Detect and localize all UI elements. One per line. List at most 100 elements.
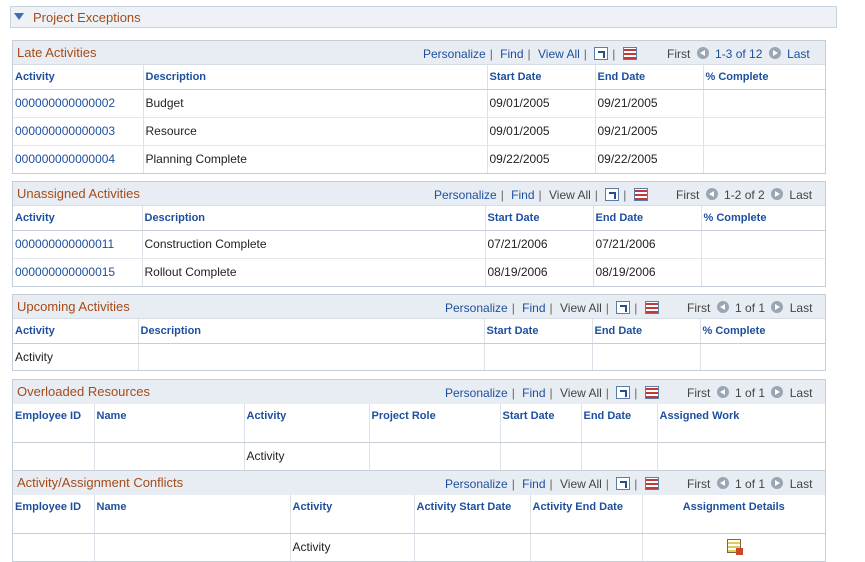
column-header[interactable]: End Date [592, 319, 701, 344]
column-header[interactable]: End Date [595, 65, 704, 90]
last-link[interactable]: Last [789, 188, 813, 202]
last-link[interactable]: Last [789, 301, 813, 315]
column-header[interactable]: % Complete [700, 319, 825, 344]
column-header[interactable]: Assigned Work [657, 404, 825, 443]
project-exceptions-header[interactable]: Project Exceptions [10, 6, 837, 28]
activity-link[interactable]: 000000000000004 [13, 145, 144, 173]
download-spreadsheet-icon[interactable] [644, 301, 659, 314]
previous-arrow-icon[interactable] [705, 188, 718, 200]
column-header[interactable]: Description [138, 319, 485, 344]
table-row: Activity [13, 442, 825, 470]
column-header[interactable]: Description [142, 206, 486, 231]
column-header[interactable]: Name [94, 404, 245, 443]
new-window-icon[interactable] [616, 477, 631, 490]
previous-arrow-icon[interactable] [716, 386, 729, 398]
column-header[interactable]: Activity [13, 206, 143, 231]
column-header[interactable]: Employee ID [13, 495, 95, 534]
column-header[interactable]: Name [94, 495, 291, 534]
end-date-cell [592, 343, 701, 370]
column-header[interactable]: Activity End Date [530, 495, 643, 534]
next-arrow-icon[interactable] [768, 47, 781, 59]
column-header[interactable]: Activity Start Date [414, 495, 531, 534]
column-header[interactable]: Start Date [487, 65, 596, 90]
activity-end-date-cell [530, 533, 643, 561]
find-link[interactable]: Find [511, 188, 535, 202]
table-row: 000000000000004 Planning Complete 09/22/… [13, 145, 825, 173]
column-header[interactable]: Assignment Details [642, 495, 825, 534]
find-link[interactable]: Find [522, 301, 546, 315]
personalize-link[interactable]: Personalize [445, 301, 508, 315]
personalize-link[interactable]: Personalize [445, 386, 508, 400]
previous-arrow-icon[interactable] [716, 477, 729, 489]
new-window-icon[interactable] [605, 188, 620, 201]
new-window-icon[interactable] [616, 386, 631, 399]
table-row: 000000000000003 Resource 09/01/2005 09/2… [13, 117, 825, 146]
end-date-cell: 09/21/2005 [595, 89, 704, 118]
grid-pager: First 1 of 1 Last [687, 477, 812, 493]
first-link[interactable]: First [667, 47, 691, 61]
end-date-cell: 09/22/2005 [595, 145, 704, 173]
previous-arrow-icon[interactable] [716, 301, 729, 313]
activity-cell: Activity [244, 442, 370, 470]
start-date-cell: 09/01/2005 [487, 89, 596, 118]
last-link[interactable]: Last [787, 47, 810, 61]
personalize-link[interactable]: Personalize [434, 188, 497, 202]
first-link[interactable]: First [676, 188, 700, 202]
view-all-link[interactable]: View All [559, 386, 602, 400]
download-spreadsheet-icon[interactable] [633, 188, 648, 201]
start-date-cell: 08/19/2006 [485, 258, 594, 286]
personalize-link[interactable]: Personalize [445, 477, 508, 491]
grid-toolbar: Personalize | Find | View All | | [445, 386, 659, 402]
download-spreadsheet-icon[interactable] [622, 47, 637, 60]
next-arrow-icon[interactable] [771, 188, 784, 200]
end-date-cell: 08/19/2006 [593, 258, 702, 286]
download-spreadsheet-icon[interactable] [644, 477, 659, 490]
column-header[interactable]: Start Date [484, 319, 593, 344]
activity-link[interactable]: 000000000000015 [13, 258, 143, 286]
view-all-link[interactable]: View All [559, 301, 602, 315]
first-link[interactable]: First [687, 477, 711, 491]
find-link[interactable]: Find [500, 47, 524, 61]
find-link[interactable]: Find [522, 386, 546, 400]
column-header[interactable]: % Complete [701, 206, 825, 231]
collapse-triangle-icon[interactable] [14, 13, 24, 20]
last-link[interactable]: Last [789, 477, 813, 491]
next-arrow-icon[interactable] [771, 301, 784, 313]
personalize-link[interactable]: Personalize [423, 47, 486, 61]
view-all-link[interactable]: View All [559, 477, 602, 491]
activity-link[interactable]: 000000000000002 [13, 89, 144, 118]
column-header[interactable]: Activity [13, 65, 144, 90]
activity-link[interactable]: 000000000000003 [13, 117, 144, 146]
column-header[interactable]: Activity [13, 319, 139, 344]
column-header[interactable]: End Date [581, 404, 658, 443]
first-link[interactable]: First [687, 301, 711, 315]
view-all-link[interactable]: View All [548, 188, 591, 202]
last-link[interactable]: Last [789, 386, 813, 400]
column-header[interactable]: Start Date [485, 206, 594, 231]
grid-title: Upcoming Activities [17, 299, 130, 314]
section-title[interactable]: Project Exceptions [33, 10, 141, 25]
percent-complete-cell [703, 145, 825, 173]
assignment-details-icon[interactable] [726, 538, 743, 555]
find-link[interactable]: Find [522, 477, 546, 491]
column-header[interactable]: Start Date [500, 404, 582, 443]
new-window-icon[interactable] [594, 47, 609, 60]
view-all-link[interactable]: View All [537, 47, 580, 61]
column-header[interactable]: Employee ID [13, 404, 95, 443]
first-link[interactable]: First [687, 386, 711, 400]
next-arrow-icon[interactable] [771, 477, 784, 489]
previous-arrow-icon[interactable] [696, 47, 709, 59]
column-header[interactable]: Project Role [369, 404, 501, 443]
column-header[interactable]: Activity [290, 495, 415, 534]
column-header[interactable]: End Date [593, 206, 702, 231]
column-header[interactable]: Description [143, 65, 488, 90]
assignment-details-cell [642, 533, 825, 561]
next-arrow-icon[interactable] [771, 386, 784, 398]
download-spreadsheet-icon[interactable] [644, 386, 659, 399]
column-header[interactable]: Activity [244, 404, 370, 443]
grid-header: Overloaded Resources Personalize | Find | … [13, 380, 825, 404]
late-activities-table: Activity Description Start Date End Date… [13, 65, 825, 173]
activity-link[interactable]: 000000000000011 [13, 230, 143, 259]
new-window-icon[interactable] [616, 301, 631, 314]
column-header[interactable]: % Complete [703, 65, 825, 90]
